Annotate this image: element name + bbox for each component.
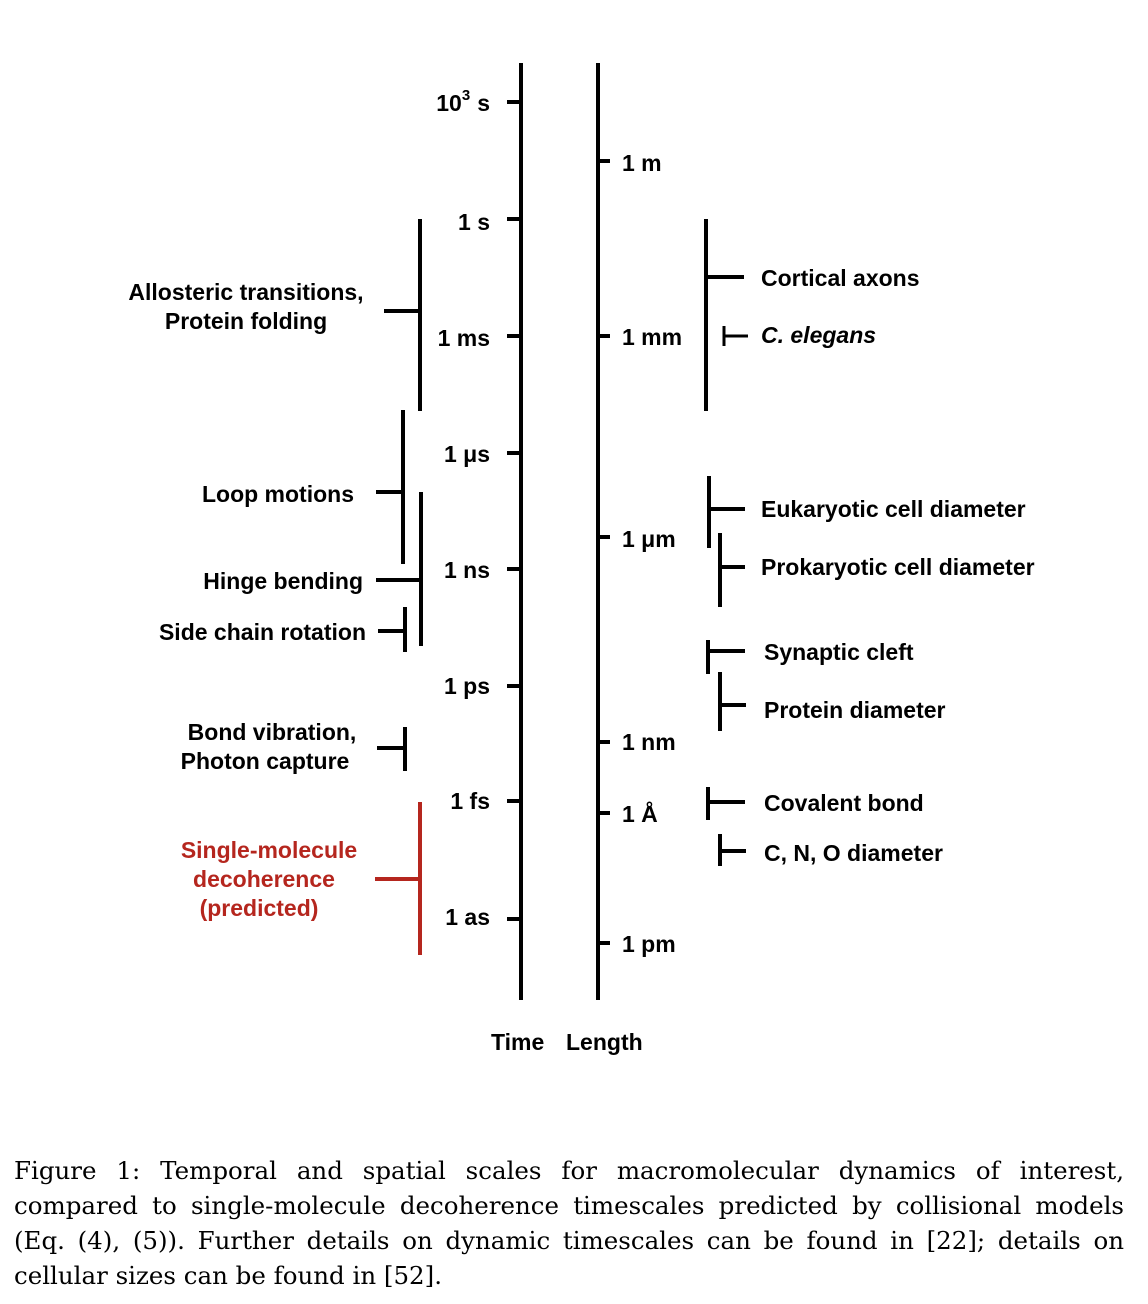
process-loop-motions: Loop motions — [202, 410, 405, 564]
figure-caption: Figure 1: Temporal and spatial scales fo… — [14, 1156, 1124, 1290]
object-label: Eukaryotic cell diameter — [761, 496, 1026, 522]
time-tick-label: 1 ns — [444, 557, 490, 583]
process-label: Side chain rotation — [159, 619, 366, 645]
time-tick-label: 1 ps — [444, 673, 490, 699]
object-protein-diameter: Protein diameter — [718, 672, 946, 731]
process-side-chain: Side chain rotation — [159, 607, 407, 652]
process-label: Loop motions — [202, 481, 354, 507]
process-label: decoherence — [193, 866, 335, 892]
process-hinge-bending: Hinge bending — [203, 492, 423, 646]
object-label: Protein diameter — [764, 697, 946, 723]
object-covalent-bond: Covalent bond — [706, 787, 924, 820]
object-label: C, N, O diameter — [764, 840, 943, 866]
object-cortical-axons: Cortical axons — [704, 219, 920, 411]
process-decoherence: Single-molecule decoherence (predicted) — [181, 802, 422, 955]
object-cno-diameter: C, N, O diameter — [718, 834, 943, 866]
time-tick-label: 1 fs — [450, 788, 490, 814]
length-tick-label: 1 pm — [622, 931, 676, 957]
process-label: Single-molecule — [181, 837, 357, 863]
process-label: (predicted) — [200, 895, 319, 921]
object-label: Cortical axons — [761, 265, 920, 291]
object-c-elegans: C. elegans — [722, 322, 876, 348]
length-tick-label: 1 nm — [622, 729, 676, 755]
length-tick-label: 1 μm — [622, 526, 676, 552]
object-eukaryotic: Eukaryotic cell diameter — [707, 476, 1026, 548]
process-label: Hinge bending — [203, 568, 363, 594]
length-tick-label: 1 Å — [622, 800, 658, 827]
length-tick-label: 1 mm — [622, 324, 682, 350]
time-ticks — [507, 100, 521, 921]
object-synaptic-cleft: Synaptic cleft — [706, 639, 914, 674]
process-label: Allosteric transitions, — [128, 279, 363, 305]
time-tick-label: 1 as — [445, 904, 490, 930]
length-axis-label: Length — [566, 1029, 643, 1055]
object-label: Covalent bond — [764, 790, 924, 816]
object-label: Synaptic cleft — [764, 639, 914, 665]
process-allosteric: Allosteric transitions, Protein folding — [128, 219, 422, 411]
length-ticks — [598, 159, 610, 945]
process-label: Bond vibration, — [188, 719, 357, 745]
time-tick-label: 1 s — [458, 209, 490, 235]
time-tick-label: 103 s — [436, 87, 490, 116]
object-label: C. elegans — [761, 322, 876, 348]
process-label: Protein folding — [165, 308, 327, 334]
object-prokaryotic: Prokaryotic cell diameter — [718, 533, 1035, 607]
time-tick-label: 1 μs — [444, 441, 490, 467]
process-label: Photon capture — [181, 748, 350, 774]
object-label: Prokaryotic cell diameter — [761, 554, 1035, 580]
time-axis-label: Time — [491, 1029, 544, 1055]
timescale-diagram: 103 s 1 s 1 ms 1 μs 1 ns 1 ps 1 fs 1 as 1… — [128, 63, 1035, 1055]
time-tick-label: 1 ms — [438, 325, 490, 351]
process-bond-vibration: Bond vibration, Photon capture — [181, 719, 407, 774]
length-tick-label: 1 m — [622, 150, 662, 176]
